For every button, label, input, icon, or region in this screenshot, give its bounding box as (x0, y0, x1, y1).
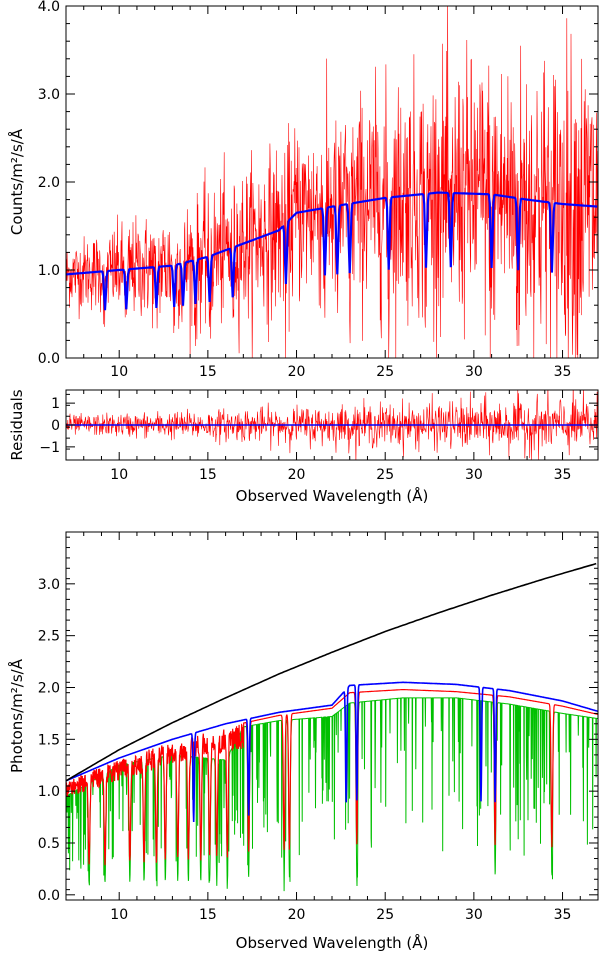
x-tick-label: 30 (465, 364, 483, 380)
y-tick-label: 2.5 (38, 629, 60, 645)
x-tick-label: 35 (554, 907, 572, 923)
counts-observed-line (66, 6, 598, 358)
x-tick-label: 30 (465, 907, 483, 923)
photons-y-axis-title: Photons/m²/s/Å (7, 658, 26, 773)
y-tick-label: −1 (39, 440, 60, 456)
x-tick-label: 20 (288, 907, 306, 923)
x-tick-label: 10 (110, 907, 128, 923)
x-tick-label: 20 (288, 364, 306, 380)
y-tick-label: 1.5 (38, 732, 60, 748)
y-tick-label: 0.0 (38, 888, 60, 904)
photons-blue-line (66, 681, 598, 823)
residuals-line (66, 390, 598, 460)
x-tick-label: 25 (376, 467, 394, 483)
y-tick-label: 1.0 (38, 784, 60, 800)
y-tick-label: 3.0 (38, 577, 60, 593)
y-tick-label: 1.0 (38, 263, 60, 279)
y-tick-label: 0 (51, 418, 60, 434)
photons-red-line (66, 689, 598, 866)
residuals-y-axis-title: Residuals (8, 389, 26, 460)
x-tick-label: 25 (376, 907, 394, 923)
y-tick-label: 4.0 (38, 0, 60, 15)
photons-panel: 10 15 20 25 30 35 0.0 0.5 1.0 1.5 2.0 2.5 3.0 Photon… (7, 531, 599, 952)
x-tick-label: 20 (288, 467, 306, 483)
photons-x-axis-title: Observed Wavelength (Å) (236, 933, 429, 952)
counts-y-axis-title: Counts/m²/s/Å (7, 128, 26, 235)
y-tick-label: 2.0 (38, 175, 60, 191)
counts-panel: 10 15 20 25 30 35 0.0 1.0 2.0 3.0 4.0 Counts/m²/s/… (7, 0, 599, 380)
x-tick-label: 35 (554, 364, 572, 380)
y-tick-label: 1 (51, 396, 60, 412)
y-tick-label: 0.5 (38, 836, 60, 852)
y-tick-label: 2.0 (38, 680, 60, 696)
x-tick-label: 10 (110, 364, 128, 380)
x-tick-label: 15 (199, 467, 217, 483)
y-tick-label: 3.0 (38, 87, 60, 103)
photons-continuum-line (66, 562, 597, 782)
x-tick-label: 10 (110, 467, 128, 483)
x-tick-label: 15 (199, 364, 217, 380)
x-tick-label: 15 (199, 907, 217, 923)
x-tick-label: 35 (554, 467, 572, 483)
y-tick-label: 0.0 (38, 351, 60, 367)
residuals-x-axis-title: Observed Wavelength (Å) (236, 486, 429, 505)
counts-model-line (66, 191, 598, 311)
x-tick-label: 30 (465, 467, 483, 483)
x-tick-label: 25 (376, 364, 394, 380)
